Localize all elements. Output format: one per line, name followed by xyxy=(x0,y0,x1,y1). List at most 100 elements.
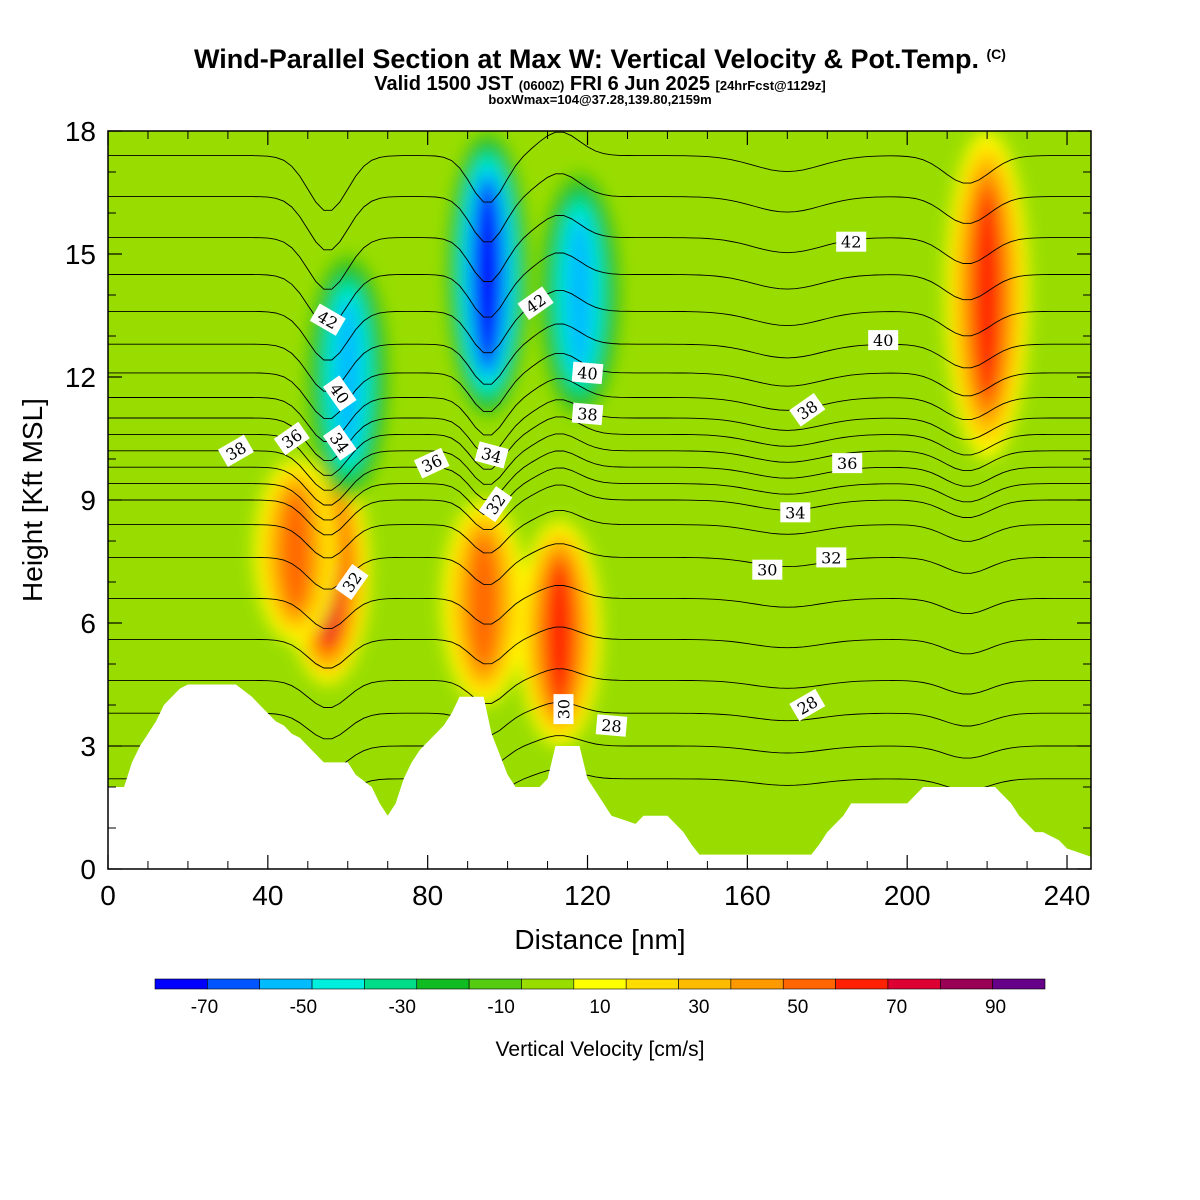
x-tick-label: 40 xyxy=(252,880,283,911)
colorbar-swatch xyxy=(573,978,627,990)
y-tick-label: 3 xyxy=(80,731,96,762)
theta-contour-line xyxy=(108,323,1091,392)
y-tick-label: 0 xyxy=(80,854,96,885)
updraft-core xyxy=(547,562,572,704)
contour-label-box xyxy=(309,303,346,336)
theta-contour-line xyxy=(108,543,1091,590)
y-tick-label: 9 xyxy=(80,485,96,516)
colorbar-swatch xyxy=(992,978,1046,990)
x-tick-label: 120 xyxy=(564,880,611,911)
field-blobs xyxy=(253,131,1030,746)
contour-label: 38 xyxy=(571,402,604,426)
colorbar-tick-label: 50 xyxy=(787,997,808,1018)
theta-contour-line xyxy=(108,585,1091,630)
colorbar-swatch xyxy=(521,978,575,990)
colorbar-swatch xyxy=(311,978,365,990)
theta-contour-line xyxy=(108,701,1091,740)
contour-label-box xyxy=(832,453,863,474)
contour-label-box xyxy=(323,375,357,412)
contour-label: 32 xyxy=(478,486,513,523)
colorbar-swatch xyxy=(416,978,470,990)
contour-label: 40 xyxy=(868,330,899,351)
contour-label-text: 40 xyxy=(576,363,598,384)
x-tick-label: 0 xyxy=(100,880,116,911)
colorbar-swatch xyxy=(259,978,313,990)
contour-label-box xyxy=(780,502,811,523)
contour-label-text: 30 xyxy=(757,561,777,580)
colorbar-swatch xyxy=(364,978,418,990)
contour-label: 30 xyxy=(752,559,783,580)
chart-title-text: Wind-Parallel Section at Max W: Vertical… xyxy=(194,44,979,74)
contour-label-text: 42 xyxy=(841,233,861,252)
colorbar-swatch xyxy=(678,978,732,990)
copyright-mark: (C) xyxy=(986,46,1006,62)
colorbar-swatch xyxy=(782,978,836,990)
contour-label-box xyxy=(474,441,509,469)
contour-label-box xyxy=(478,486,513,523)
theta-contour-line xyxy=(108,131,1091,211)
contour-label-text: 38 xyxy=(576,404,598,425)
x-tick-label: 200 xyxy=(884,880,931,911)
valid-prefix: Valid 1500 JST xyxy=(374,73,514,95)
contour-label-text: 36 xyxy=(837,454,857,473)
y-tick-label: 6 xyxy=(80,608,96,639)
chart-title: Wind-Parallel Section at Max W: Vertical… xyxy=(0,44,1200,75)
theta-contour-line xyxy=(108,467,1091,521)
colorbar-tick-label: -50 xyxy=(290,997,317,1018)
theta-contour-line xyxy=(108,378,1091,442)
terrain-mask xyxy=(108,684,1091,869)
theta-contour-line xyxy=(108,433,1091,491)
colorbar-swatch xyxy=(625,978,679,990)
x-axis-label: Distance [nm] xyxy=(514,924,685,955)
contour-label-box xyxy=(816,547,847,568)
colorbar-swatch xyxy=(730,978,784,990)
x-tick-label: 80 xyxy=(412,880,443,911)
contour-label: 34 xyxy=(780,502,811,523)
contour-label-box xyxy=(571,402,604,426)
contour-label-box xyxy=(789,688,826,722)
x-tick-label: 240 xyxy=(1044,880,1091,911)
y-axis-label: Height [Kft MSL] xyxy=(17,398,48,602)
theta-contour-line xyxy=(108,252,1091,326)
contour-label-text: 34 xyxy=(785,503,805,522)
valid-time-line: Valid 1500 JST (0600Z) FRI 6 Jun 2025 [2… xyxy=(0,73,1200,96)
y-tick-label: 12 xyxy=(65,362,96,393)
contour-label-box xyxy=(789,393,826,427)
updraft-core xyxy=(470,536,497,669)
contour-label-box xyxy=(868,330,899,351)
valid-utc: (0600Z) xyxy=(518,78,565,93)
contour-label: 36 xyxy=(832,453,863,474)
contour-label-box xyxy=(517,286,554,320)
box-wmax-line: boxWmax=104@37.28,139.80,2159m xyxy=(488,92,712,107)
valid-date: FRI 6 Jun 2025 xyxy=(569,73,710,95)
theta-contour-line xyxy=(108,416,1091,476)
colorbar-tick-label: 10 xyxy=(589,997,610,1018)
contour-label-box xyxy=(323,424,357,461)
contour-label-text: 34 xyxy=(479,444,504,468)
y-tick-label: 15 xyxy=(65,239,96,270)
colorbar-swatch xyxy=(468,978,522,990)
contour-label: 34 xyxy=(474,441,509,469)
colorbar-swatch xyxy=(207,978,261,990)
theta-contour-line xyxy=(108,290,1091,361)
y-tick-label: 18 xyxy=(65,116,96,147)
theta-contour-line xyxy=(108,668,1091,708)
contour-label-box xyxy=(752,559,783,580)
colorbar-tick-label: -30 xyxy=(388,997,415,1018)
contour-label: 28 xyxy=(595,714,628,737)
theta-contour-line xyxy=(108,484,1091,536)
contour-label-box xyxy=(571,361,604,385)
contour-label-text: 30 xyxy=(555,699,574,719)
colorbar-tick-label: -70 xyxy=(191,997,218,1018)
contour-label: 32 xyxy=(816,547,847,568)
contour-label-text: 40 xyxy=(873,331,893,350)
contour-label: 30 xyxy=(553,694,574,725)
colorbar-tick-label: 90 xyxy=(985,997,1006,1018)
colorbar-swatch xyxy=(939,978,993,990)
contour-label-box xyxy=(413,447,450,479)
theta-contours xyxy=(108,131,1091,802)
updraft-core xyxy=(975,192,1000,398)
colorbar-swatch xyxy=(154,978,208,990)
